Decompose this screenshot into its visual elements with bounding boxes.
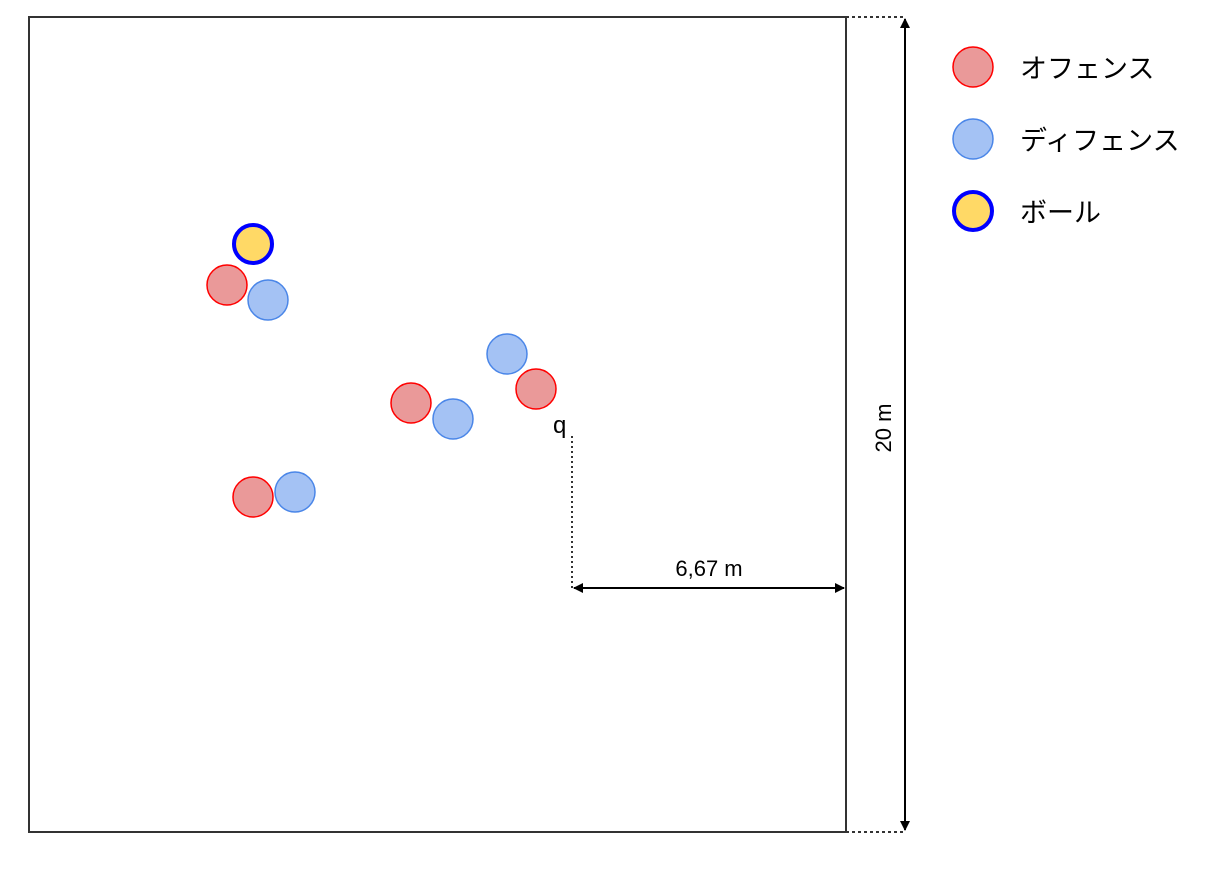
width-label: 6,67 m: [675, 556, 742, 581]
legend-ball-label: ボール: [1020, 198, 1101, 229]
legend-defense-label: ディフェンス: [1020, 126, 1180, 157]
offense-player: [390, 382, 432, 424]
legend-ball-swatch: [952, 190, 994, 232]
defense-player: [274, 471, 316, 513]
position-marker: q: [553, 412, 566, 439]
offense-player: [515, 368, 557, 410]
legend: オフェンス ディフェンス ボール: [952, 46, 1180, 232]
defense-player: [247, 279, 289, 321]
defense-player: [486, 333, 528, 375]
court-boundary: [28, 16, 847, 833]
offense-player: [206, 264, 248, 306]
legend-offense-label: オフェンス: [1020, 54, 1154, 85]
height-label: 20 m: [871, 404, 896, 453]
defense-player: [432, 398, 474, 440]
legend-offense-swatch: [952, 46, 994, 88]
ball-player: [232, 223, 274, 265]
offense-player: [232, 476, 274, 518]
legend-defense-swatch: [952, 118, 994, 160]
